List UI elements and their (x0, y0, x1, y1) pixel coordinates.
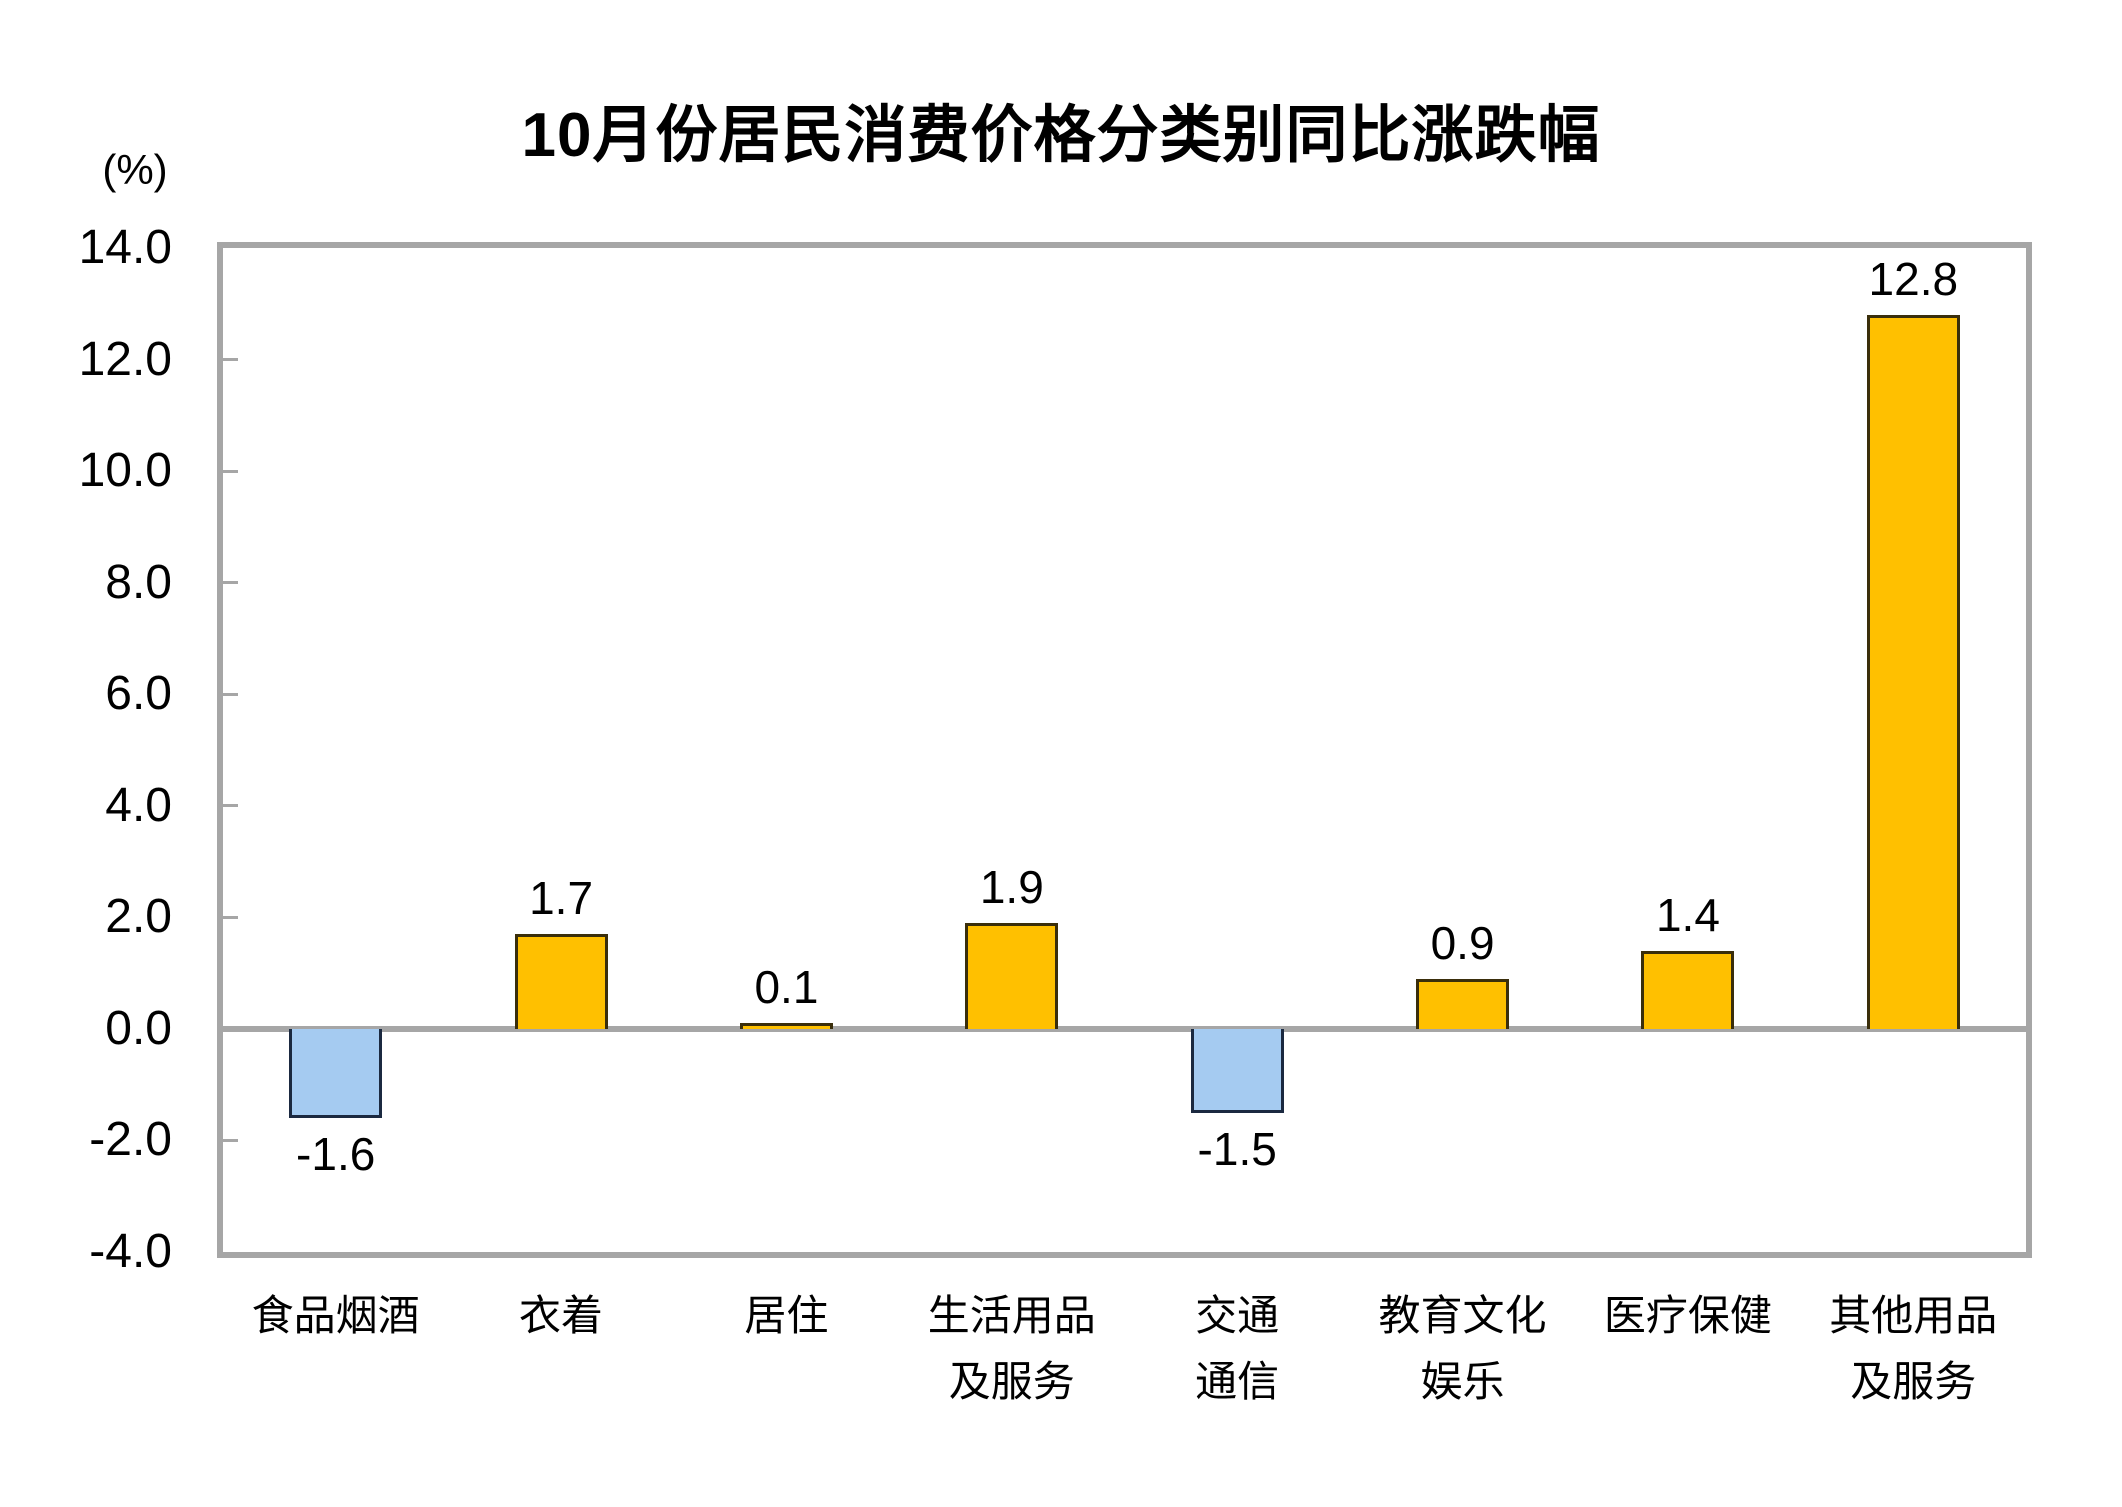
y-tick-label: 14.0 (78, 221, 172, 274)
y-tick-label: -2.0 (89, 1113, 172, 1167)
y-tick-mark (223, 804, 238, 808)
y-tick-label: 4.0 (105, 778, 172, 832)
y-tick-mark (223, 692, 238, 696)
x-category-label: 衣着 (519, 1292, 604, 1339)
bar (965, 922, 1059, 1029)
x-category-label: 生活用品 及服务 (927, 1292, 1096, 1405)
y-tick-mark (223, 469, 238, 473)
bar-value-label: 0.9 (1430, 916, 1495, 969)
y-tick-mark (223, 358, 238, 362)
y-tick-label: 6.0 (105, 667, 172, 721)
y-tick-label: 8.0 (105, 555, 172, 609)
bar (1866, 314, 1960, 1029)
y-tick-label: 2.0 (105, 890, 172, 944)
bar (514, 934, 608, 1029)
y-tick-label: 12.0 (78, 332, 172, 386)
bar-value-label: 1.4 (1655, 888, 1720, 941)
bar (1416, 978, 1510, 1029)
bar-value-label: 0.1 (754, 961, 819, 1014)
bar-value-label: -1.5 (1197, 1122, 1277, 1175)
zero-axis-line (223, 1025, 2026, 1032)
plot-area: -1.6 1.7 0.1 1.9 -1.5 0.9 1.4 12.8 (217, 242, 2032, 1258)
bar-value-label: -1.6 (296, 1128, 376, 1181)
bar (739, 1023, 833, 1029)
x-category-label: 食品烟酒 (251, 1292, 420, 1339)
bar-value-label: 1.7 (529, 872, 594, 925)
y-tick-label: 0.0 (105, 1001, 172, 1055)
y-tick-mark (223, 915, 238, 919)
x-category-label: 医疗保健 (1603, 1292, 1772, 1339)
x-category-label: 其他用品 及服务 (1829, 1292, 1998, 1405)
y-tick-label: -4.0 (89, 1225, 172, 1278)
x-category-label: 教育文化 娱乐 (1378, 1292, 1547, 1405)
bar-value-label: 1.9 (979, 860, 1044, 913)
y-axis-unit-label: (%) (102, 146, 168, 193)
bar-value-label: 12.8 (1868, 252, 1959, 305)
y-tick-mark (223, 1138, 238, 1142)
bar (289, 1028, 383, 1119)
bar (1641, 950, 1735, 1029)
chart-title: 10月份居民消费价格分类别同比涨跌幅 (521, 101, 1601, 170)
bar (1190, 1028, 1284, 1113)
y-tick-mark (223, 581, 238, 585)
x-category-label: 居住 (744, 1292, 829, 1339)
y-tick-label: 10.0 (78, 444, 172, 498)
x-category-label: 交通 通信 (1195, 1292, 1280, 1405)
